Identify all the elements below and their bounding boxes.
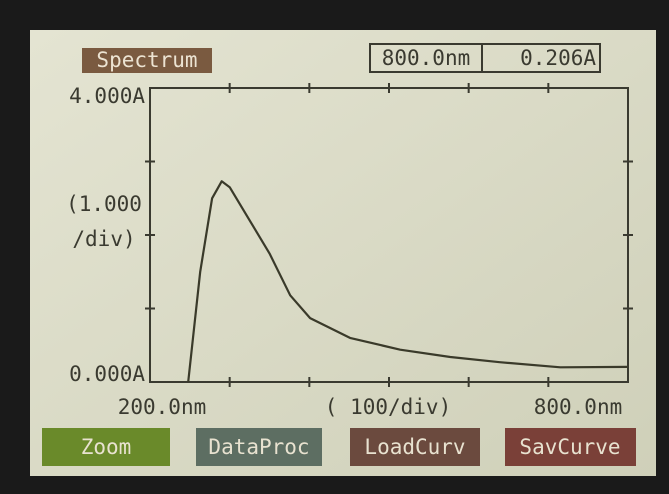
button-bg	[196, 428, 322, 466]
button[interactable]: SavCurve	[519, 435, 620, 459]
button-bg	[42, 428, 170, 466]
button-bg	[350, 428, 480, 466]
readout-wavelength: 800.0nm	[382, 46, 471, 70]
spectrum-line	[187, 180, 629, 383]
y-tick-label: 0.000A	[69, 362, 145, 386]
button[interactable]: DataProc	[208, 435, 309, 459]
button[interactable]: Zoom	[81, 435, 132, 459]
chart: 0.000A 4.000A 200.0nm 800.0nm (1.000/div) ( 1…	[66, 83, 633, 419]
y-axis-label: (1.000	[66, 192, 142, 216]
button[interactable]: LoadCurv	[364, 435, 465, 459]
readout-box	[369, 43, 601, 73]
x-tick-label: 800.0nm	[534, 395, 623, 419]
title-box	[82, 48, 212, 73]
y-tick-label: 4.000A	[69, 84, 145, 108]
button-bg	[505, 428, 636, 466]
readout-absorbance: 0.206A	[520, 46, 596, 70]
button-bar: Zoom DataProc LoadCurv SavCurve	[42, 428, 636, 466]
lcd	[30, 30, 656, 476]
x-tick-label: 200.0nm	[118, 395, 207, 419]
y-axis-label: /div)	[72, 227, 135, 251]
x-axis-label: ( 100/div)	[325, 395, 451, 419]
screen-title: Spectrum	[96, 48, 197, 72]
